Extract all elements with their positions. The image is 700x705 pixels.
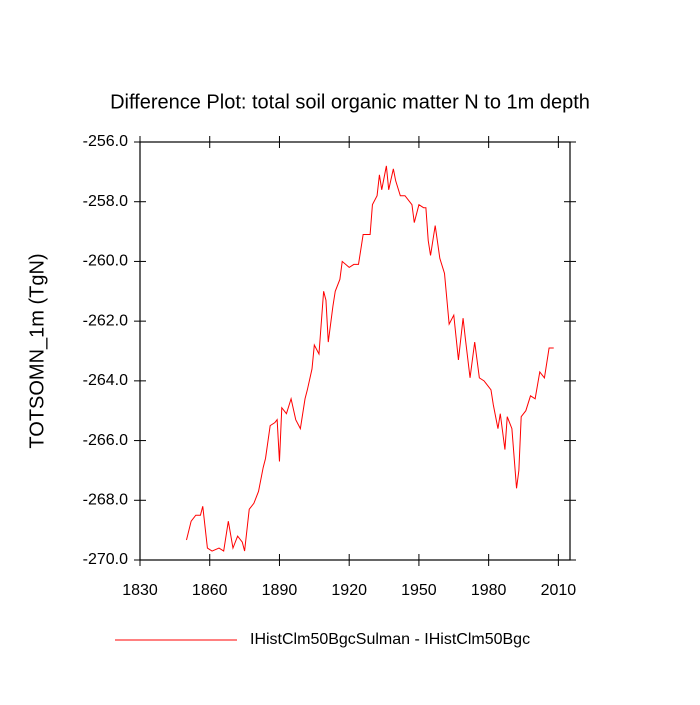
chart-title: Difference Plot: total soil organic matt…: [110, 91, 590, 113]
x-tick-label: 1950: [401, 582, 437, 599]
x-tick-label: 1860: [192, 582, 228, 599]
legend-label: IHistClm50BgcSulman - IHistClm50Bgc: [250, 631, 530, 648]
data-line: [186, 165, 554, 552]
plot-frame: [139, 141, 571, 561]
x-tick-label: 1980: [471, 582, 507, 599]
y-tick-label: -256.0: [83, 133, 128, 150]
y-tick-label: -262.0: [83, 312, 128, 329]
x-tick-label: 1830: [122, 582, 158, 599]
x-tick-label: 2010: [541, 582, 577, 599]
y-tick-label: -260.0: [83, 253, 128, 270]
x-tick-label: 1890: [262, 582, 298, 599]
x-tick-label: 1920: [331, 582, 367, 599]
y-tick-label: -258.0: [83, 193, 128, 210]
y-axis-label: TOTSOMN_1m (TgN): [26, 253, 48, 448]
y-tick-label: -266.0: [83, 432, 128, 449]
y-tick-label: -268.0: [83, 492, 128, 509]
y-tick-label: -264.0: [83, 372, 128, 389]
y-tick-label: -270.0: [83, 551, 128, 568]
